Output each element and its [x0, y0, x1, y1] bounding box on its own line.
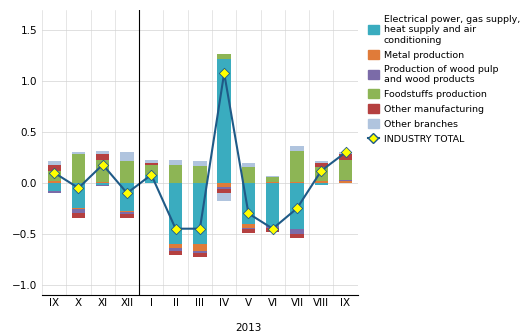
Bar	[290, 234, 304, 238]
Bar	[47, 183, 61, 191]
Point	[268, 226, 277, 231]
Bar	[120, 152, 134, 160]
Bar	[193, 253, 207, 257]
Bar	[169, 183, 183, 244]
Bar	[339, 154, 352, 159]
Bar	[339, 152, 352, 154]
Bar	[315, 160, 328, 162]
Bar	[47, 171, 61, 181]
Bar	[47, 181, 61, 183]
Bar	[169, 251, 183, 255]
Bar	[217, 189, 231, 193]
Bar	[169, 248, 183, 251]
Bar	[339, 181, 352, 183]
Bar	[72, 183, 85, 208]
Bar	[266, 228, 279, 232]
Bar	[120, 211, 134, 212]
Bar	[169, 164, 183, 183]
Point	[196, 226, 204, 231]
Bar	[47, 164, 61, 171]
Bar	[217, 193, 231, 201]
Bar	[315, 183, 328, 185]
Point	[147, 172, 156, 178]
Point	[220, 70, 228, 76]
Bar	[72, 208, 85, 209]
Point	[293, 206, 301, 211]
Text: 2013: 2013	[235, 323, 261, 333]
Point	[74, 185, 83, 191]
Bar	[96, 154, 109, 159]
Legend: Electrical power, gas supply,
heat supply and air
conditioning, Metal production: Electrical power, gas supply, heat suppl…	[368, 15, 520, 144]
Bar	[217, 54, 231, 59]
Bar	[193, 160, 207, 165]
Bar	[120, 160, 134, 183]
Bar	[72, 213, 85, 217]
Point	[98, 162, 107, 167]
Bar	[242, 224, 255, 228]
Point	[50, 170, 58, 176]
Bar	[47, 191, 61, 193]
Bar	[242, 228, 255, 229]
Bar	[290, 182, 304, 183]
Bar	[120, 212, 134, 214]
Bar	[266, 177, 279, 182]
Bar	[242, 229, 255, 233]
Point	[341, 150, 350, 155]
Bar	[169, 159, 183, 164]
Bar	[193, 251, 207, 253]
Bar	[96, 183, 109, 185]
Point	[171, 226, 180, 231]
Bar	[169, 244, 183, 248]
Bar	[242, 162, 255, 166]
Bar	[120, 214, 134, 217]
Bar	[96, 151, 109, 154]
Bar	[339, 180, 352, 181]
Bar	[217, 187, 231, 189]
Bar	[217, 59, 231, 183]
Bar	[96, 159, 109, 182]
Bar	[266, 226, 279, 228]
Bar	[145, 164, 158, 175]
Bar	[72, 152, 85, 154]
Bar	[193, 183, 207, 244]
Bar	[266, 176, 279, 177]
Bar	[96, 185, 109, 186]
Bar	[339, 159, 352, 180]
Bar	[266, 182, 279, 183]
Bar	[290, 151, 304, 182]
Bar	[193, 165, 207, 183]
Bar	[266, 183, 279, 226]
Bar	[47, 160, 61, 164]
Bar	[315, 166, 328, 181]
Bar	[120, 183, 134, 211]
Bar	[145, 162, 158, 164]
Bar	[315, 181, 328, 183]
Point	[317, 168, 326, 174]
Bar	[290, 183, 304, 229]
Bar	[145, 175, 158, 183]
Bar	[290, 229, 304, 234]
Bar	[290, 146, 304, 151]
Bar	[315, 162, 328, 166]
Bar	[242, 183, 255, 224]
Point	[123, 190, 132, 196]
Bar	[145, 159, 158, 162]
Bar	[217, 183, 231, 187]
Bar	[72, 209, 85, 213]
Bar	[96, 182, 109, 183]
Bar	[72, 154, 85, 183]
Bar	[242, 166, 255, 183]
Point	[244, 211, 252, 216]
Bar	[193, 244, 207, 251]
